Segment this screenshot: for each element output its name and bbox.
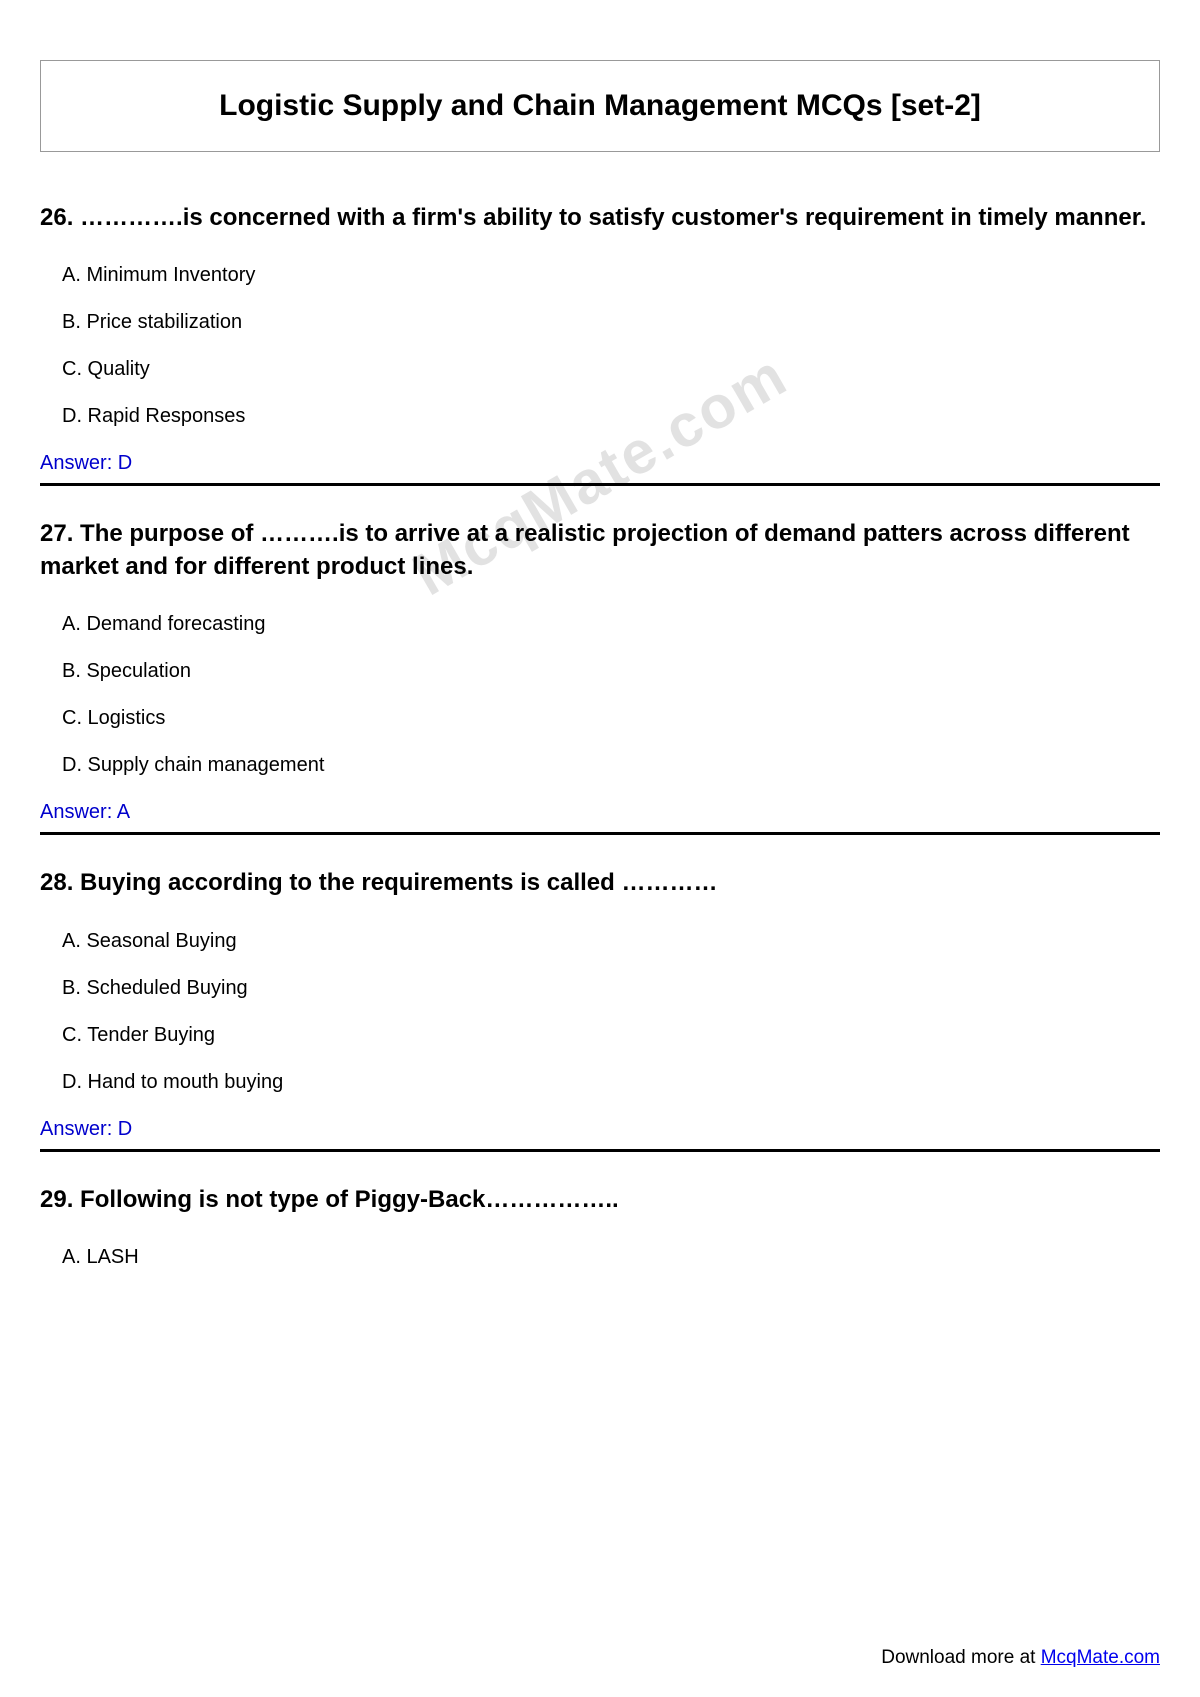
question-block-26: 26. ………….is concerned with a firm's abil…: [40, 202, 1160, 486]
options-list: A. Seasonal Buying B. Scheduled Buying C…: [40, 930, 1160, 1094]
divider: [40, 832, 1160, 835]
options-list: A. Demand forecasting B. Speculation C. …: [40, 613, 1160, 777]
option-a: A. Seasonal Buying: [62, 930, 1160, 953]
footer-prefix: Download more at: [881, 1647, 1040, 1668]
option-b: B. Speculation: [62, 660, 1160, 683]
option-a: A. Minimum Inventory: [62, 264, 1160, 287]
answer-text: Answer: D: [40, 452, 1160, 475]
question-text: 28. Buying according to the requirements…: [40, 867, 1160, 899]
option-c: C. Quality: [62, 358, 1160, 381]
option-d: D. Supply chain management: [62, 754, 1160, 777]
answer-text: Answer: D: [40, 1118, 1160, 1141]
question-block-28: 28. Buying according to the requirements…: [40, 867, 1160, 1151]
option-c: C. Tender Buying: [62, 1024, 1160, 1047]
page-content: Logistic Supply and Chain Management MCQ…: [40, 60, 1160, 1269]
page-title: Logistic Supply and Chain Management MCQ…: [61, 89, 1139, 123]
question-block-27: 27. The purpose of ……….is to arrive at a…: [40, 518, 1160, 835]
option-d: D. Rapid Responses: [62, 405, 1160, 428]
option-b: B. Scheduled Buying: [62, 977, 1160, 1000]
answer-text: Answer: A: [40, 801, 1160, 824]
option-a: A. LASH: [62, 1246, 1160, 1269]
option-d: D. Hand to mouth buying: [62, 1071, 1160, 1094]
question-block-29: 29. Following is not type of Piggy-Back……: [40, 1184, 1160, 1269]
option-b: B. Price stabilization: [62, 311, 1160, 334]
option-c: C. Logistics: [62, 707, 1160, 730]
divider: [40, 483, 1160, 486]
title-box: Logistic Supply and Chain Management MCQ…: [40, 60, 1160, 152]
question-text: 27. The purpose of ……….is to arrive at a…: [40, 518, 1160, 583]
option-a: A. Demand forecasting: [62, 613, 1160, 636]
divider: [40, 1149, 1160, 1152]
footer: Download more at McqMate.com: [881, 1647, 1160, 1669]
question-text: 29. Following is not type of Piggy-Back……: [40, 1184, 1160, 1216]
footer-link[interactable]: McqMate.com: [1041, 1647, 1160, 1668]
options-list: A. Minimum Inventory B. Price stabilizat…: [40, 264, 1160, 428]
options-list: A. LASH: [40, 1246, 1160, 1269]
question-text: 26. ………….is concerned with a firm's abil…: [40, 202, 1160, 234]
